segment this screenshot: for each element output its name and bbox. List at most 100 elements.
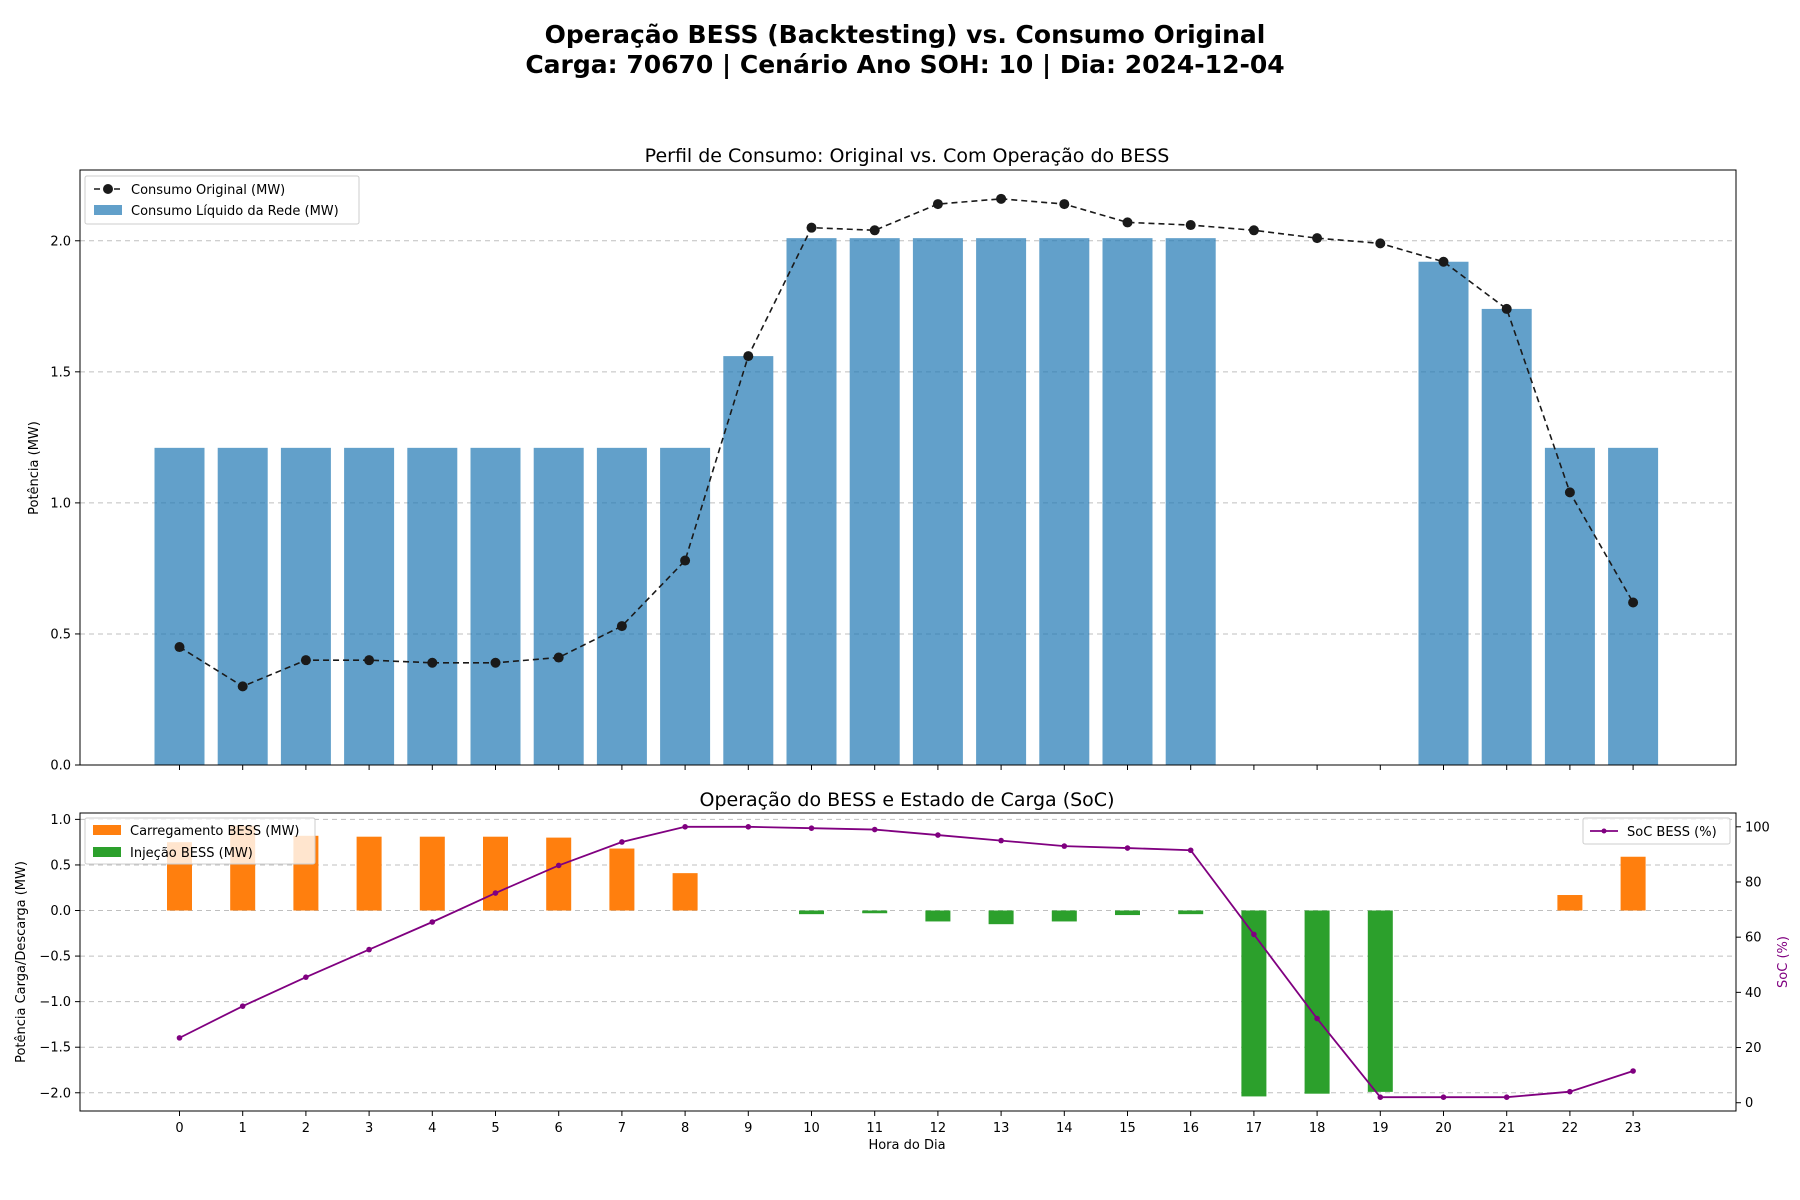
net-consumption-bar xyxy=(407,447,458,765)
charge-bar xyxy=(483,836,508,911)
original-consumption-point xyxy=(1501,303,1512,314)
net-consumption-bar xyxy=(912,238,963,765)
legend-inject-swatch xyxy=(93,847,121,857)
bottom-x-tick-label: 15 xyxy=(1119,1121,1136,1136)
original-consumption-point xyxy=(996,193,1007,204)
soc-point xyxy=(998,837,1004,844)
original-consumption-line xyxy=(174,193,1639,692)
bottom-x-tick-label: 0 xyxy=(175,1121,183,1136)
charge-bar xyxy=(356,836,382,911)
bottom-x-tick-label: 9 xyxy=(744,1121,752,1136)
bottom-x-tick-label: 7 xyxy=(618,1121,626,1136)
bottom-gridlines xyxy=(80,818,1736,1094)
soc-point xyxy=(429,919,436,925)
top-y-ticks: 0.0 0.5 1.0 1.5 2.0 xyxy=(50,234,80,774)
original-consumption-path xyxy=(179,198,1634,688)
charge-bar xyxy=(419,836,445,911)
bottom-x-tick-label: 20 xyxy=(1435,1121,1452,1136)
bottom-legend-right-box xyxy=(1582,817,1731,845)
charge-bar xyxy=(609,848,635,911)
net-consumption-bar xyxy=(976,238,1027,765)
legend-charge-swatch xyxy=(93,825,121,835)
soc-point xyxy=(492,890,499,896)
original-consumption-point xyxy=(806,222,817,233)
original-consumption-point xyxy=(616,621,627,632)
bottom-x-tick-label: 8 xyxy=(681,1121,689,1136)
bottom-y-ticks-right: 0 20 40 60 80 100 xyxy=(1736,820,1770,1111)
bottom-x-tick-label: 21 xyxy=(1498,1121,1515,1136)
charge-bar xyxy=(546,837,572,911)
bottom-y-tick-label: −0.5 xyxy=(39,950,71,965)
original-consumption-point xyxy=(1122,217,1133,228)
original-consumption-point xyxy=(932,199,943,210)
bottom-y-tick-label: 0.0 xyxy=(50,904,71,919)
bottom-x-tick-label: 22 xyxy=(1562,1121,1579,1136)
original-consumption-point xyxy=(1312,233,1323,244)
soc-point xyxy=(1251,931,1257,938)
bottom-x-tick-label: 18 xyxy=(1309,1121,1326,1136)
net-consumption-bar xyxy=(1418,261,1469,765)
charge-bar xyxy=(672,873,698,911)
original-consumption-point xyxy=(553,652,564,663)
net-consumption-bar xyxy=(470,447,521,765)
soc-point xyxy=(1440,1094,1447,1101)
soc-point xyxy=(555,862,562,869)
bottom-y-tick-label: 0.5 xyxy=(50,858,71,873)
soc-path xyxy=(179,825,1634,1099)
top-y-tick-label: 2.0 xyxy=(50,234,71,249)
net-consumption-bar xyxy=(217,447,268,765)
bottom-right-tick-label: 100 xyxy=(1745,820,1770,835)
net-consumption-bar xyxy=(154,447,205,765)
original-consumption-point xyxy=(1185,220,1196,231)
bottom-x-tick-label: 6 xyxy=(555,1121,563,1136)
bottom-x-axis-label: Hora do Dia xyxy=(868,1138,945,1153)
soc-point xyxy=(871,826,878,833)
bottom-y-ticks-left: −2.0 −1.5 −1.0 −0.5 0.0 0.5 1.0 xyxy=(39,813,80,1101)
bottom-y-tick-label: −1.5 xyxy=(39,1041,71,1056)
bottom-right-tick-label: 20 xyxy=(1745,1041,1762,1056)
net-consumption-bar xyxy=(1039,238,1090,765)
legend-charge-label: Carregamento BESS (MW) xyxy=(130,824,300,839)
top-legend: Consumo Original (MW) Consumo Líquido da… xyxy=(84,175,360,225)
consumption-profile-chart: Perfil de Consumo: Original vs. Com Oper… xyxy=(27,145,1737,774)
original-consumption-point xyxy=(300,655,311,666)
net-consumption-bar xyxy=(1544,447,1595,765)
inject-bar xyxy=(1241,910,1267,1097)
top-y-axis-label: Potência (MW) xyxy=(27,421,42,515)
soc-point xyxy=(1503,1094,1510,1101)
bottom-right-tick-label: 0 xyxy=(1745,1096,1753,1111)
soc-line xyxy=(176,823,1636,1101)
soc-point xyxy=(745,823,752,830)
bottom-right-tick-label: 80 xyxy=(1745,875,1762,890)
charge-bar xyxy=(1620,856,1646,911)
original-consumption-point xyxy=(427,657,438,668)
net-consumption-bar xyxy=(280,447,331,765)
legend-soc-marker-swatch xyxy=(1601,828,1607,834)
original-consumption-point xyxy=(680,555,691,566)
legend-soc-label: SoC BESS (%) xyxy=(1627,825,1717,840)
original-consumption-point xyxy=(1438,256,1449,267)
net-consumption-bar xyxy=(660,447,711,765)
top-y-tick-label: 0.0 xyxy=(50,759,71,774)
original-consumption-point xyxy=(743,351,754,362)
net-consumption-bar xyxy=(1481,308,1532,765)
inject-bar xyxy=(1115,910,1140,916)
bottom-plot-frame xyxy=(79,812,1737,1112)
bottom-y-axis-label-right: SoC (%) xyxy=(1776,936,1791,988)
legend-original-label: Consumo Original (MW) xyxy=(131,183,285,198)
original-consumption-point xyxy=(1628,597,1639,608)
bottom-x-tick-label: 13 xyxy=(993,1121,1010,1136)
bottom-x-tick-label: 11 xyxy=(866,1121,883,1136)
bottom-right-tick-label: 60 xyxy=(1745,931,1762,946)
legend-inject-label: Injeção BESS (MW) xyxy=(130,846,253,861)
net-consumption-bar xyxy=(849,238,900,765)
net-consumption-bar xyxy=(533,447,584,765)
bottom-legend-left: Carregamento BESS (MW) Injeção BESS (MW) xyxy=(84,817,316,865)
original-consumption-point xyxy=(869,225,880,236)
original-consumption-point xyxy=(490,657,501,668)
bottom-x-tick-label: 2 xyxy=(302,1121,310,1136)
top-y-tick-label: 0.5 xyxy=(50,627,71,642)
inject-bar xyxy=(988,910,1014,925)
soc-point xyxy=(682,823,688,830)
